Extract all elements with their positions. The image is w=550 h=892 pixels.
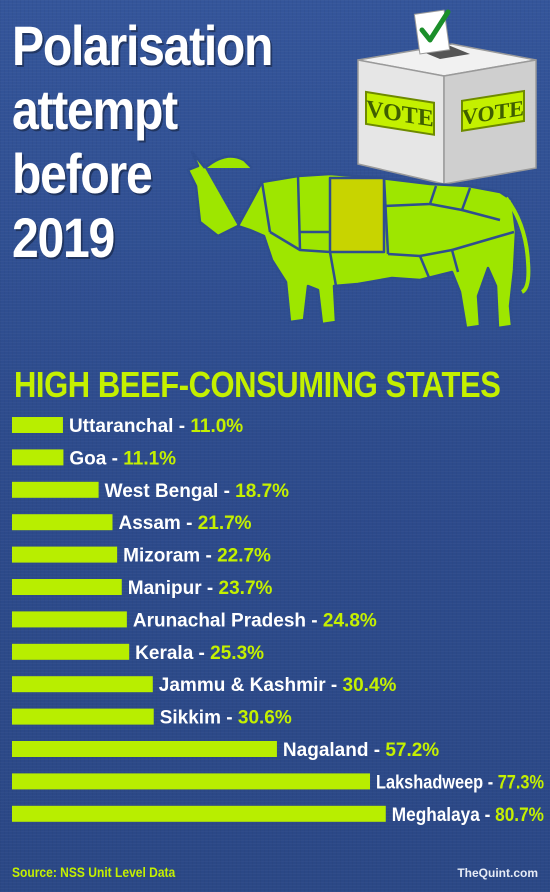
category-label: West Bengal -	[105, 481, 236, 502]
bar-2	[12, 481, 99, 498]
value-label: 23.7%	[219, 578, 273, 599]
bar-label-2: West Bengal - 18.7%	[105, 481, 290, 502]
value-label: 25.3%	[210, 643, 264, 664]
bar-label-9: Sikkim - 30.6%	[160, 708, 292, 729]
bar-label-7: Kerala - 25.3%	[135, 643, 264, 664]
value-label: 57.2%	[385, 740, 439, 761]
category-label: Jammu & Kashmir -	[159, 675, 343, 696]
bar-1	[12, 449, 64, 466]
bar-label-6: Arunachal Pradesh - 24.8%	[133, 610, 377, 631]
category-label: Goa -	[69, 448, 123, 469]
value-label: 11.1%	[123, 448, 176, 469]
value-label: 30.6%	[238, 708, 292, 729]
bar-label-1: Goa - 11.1%	[69, 448, 176, 469]
bar-12	[12, 805, 386, 822]
category-label: Nagaland -	[283, 740, 385, 761]
bar-0	[12, 417, 63, 433]
bar-4	[12, 546, 118, 563]
bar-label-11: Lakshadweep - 77.3%	[376, 772, 544, 793]
cow-icon	[186, 150, 531, 330]
category-label: Assam -	[119, 513, 198, 534]
bar-9	[12, 708, 154, 725]
bar-label-4: Mizoram - 22.7%	[123, 546, 271, 567]
category-label: Arunachal Pradesh -	[133, 610, 323, 631]
value-label: 21.7%	[198, 513, 252, 534]
value-label: 30.4%	[343, 675, 397, 696]
bar-11	[12, 773, 371, 790]
bar-label-12: Meghalaya - 80.7%	[392, 805, 544, 826]
value-label: 18.7%	[235, 481, 289, 502]
cow-ballot-illustration: VOTE VOTE	[186, 9, 537, 330]
value-label: 11.0%	[190, 416, 243, 437]
value-label: 80.7%	[495, 805, 544, 826]
bar-label-5: Manipur - 23.7%	[128, 578, 273, 599]
bar-10	[12, 741, 277, 757]
chart-title: HIGH BEEF-CONSUMING STATES	[14, 364, 501, 405]
category-label: Lakshadweep -	[376, 772, 498, 793]
brand-label: TheQuint.com	[457, 866, 538, 880]
bar-label-3: Assam - 21.7%	[119, 513, 252, 534]
bar-5	[12, 579, 122, 595]
category-label: Meghalaya -	[392, 805, 495, 826]
bar-3	[12, 514, 113, 531]
category-label: Kerala -	[135, 643, 210, 664]
value-label: 24.8%	[323, 610, 377, 631]
bar-label-0: Uttaranchal - 11.0%	[69, 416, 243, 437]
bar-label-8: Jammu & Kashmir - 30.4%	[159, 675, 397, 696]
page-title: Polarisation attempt before 2019	[12, 14, 273, 269]
category-label: Manipur -	[128, 578, 219, 599]
bar-8	[12, 676, 153, 693]
value-label: 22.7%	[217, 546, 271, 567]
bar-6	[12, 611, 127, 628]
category-label: Sikkim -	[160, 708, 238, 729]
category-label: Mizoram -	[123, 546, 217, 567]
bar-label-10: Nagaland - 57.2%	[283, 740, 439, 761]
ballot-box-icon	[357, 9, 537, 185]
bar-7	[12, 643, 130, 660]
value-label: 77.3%	[498, 772, 544, 793]
category-label: Uttaranchal -	[69, 416, 190, 437]
source-note: Source: NSS Unit Level Data	[12, 864, 176, 880]
